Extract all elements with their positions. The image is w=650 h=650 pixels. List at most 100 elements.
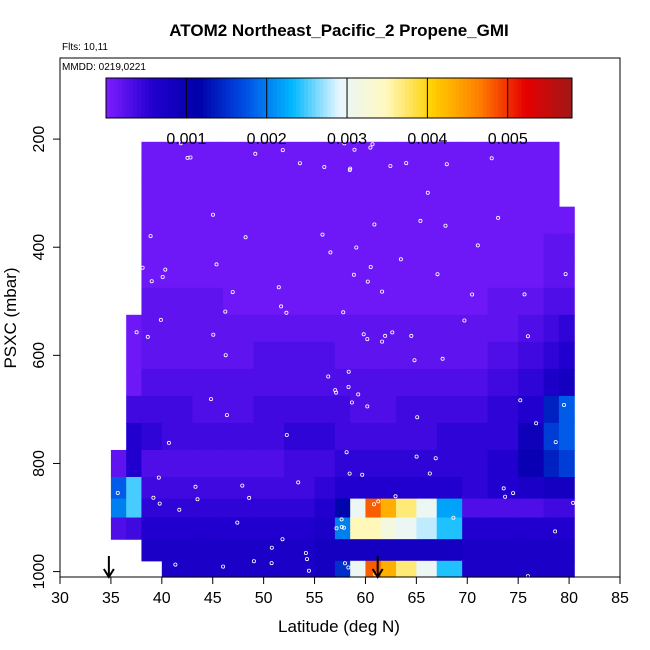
heatmap-cell [416, 206, 438, 235]
heatmap-cell [284, 233, 316, 262]
heatmap-cell [350, 287, 367, 316]
sample-point [251, 559, 256, 564]
colorbar-swatch [175, 78, 181, 118]
heatmap-cell [253, 422, 285, 451]
y-tick-label: 800 [31, 450, 48, 477]
heatmap-cell [253, 287, 285, 316]
heatmap-cell [350, 560, 367, 578]
sample-point [390, 330, 395, 335]
sample-point [489, 156, 494, 161]
heatmap-cell [334, 395, 351, 424]
heatmap-cell [253, 158, 285, 181]
heatmap-cell [543, 206, 560, 235]
heatmap-cell [126, 498, 143, 519]
heatmap-cell [253, 560, 285, 578]
heatmap-cell [222, 341, 255, 370]
x-axis-label: Latitude (deg N) [278, 617, 400, 636]
heatmap-cell [518, 368, 545, 397]
heatmap-cell [365, 368, 382, 397]
heatmap-cell [365, 476, 382, 500]
colorbar-swatch [439, 78, 445, 118]
sample-point [333, 388, 338, 393]
sample-point [404, 161, 409, 166]
sample-point [370, 142, 375, 147]
heatmap-cell [518, 260, 545, 289]
heatmap-cell [436, 539, 463, 562]
sample-point [240, 483, 245, 488]
sample-point [193, 484, 198, 489]
colorbar-swatch [140, 78, 146, 118]
heatmap-cell [222, 158, 255, 181]
heatmap-cell [487, 476, 519, 500]
colorbar-swatch [416, 78, 422, 118]
heatmap-cell [487, 368, 519, 397]
sample-point [296, 480, 301, 485]
y-tick-label: 600 [31, 342, 48, 369]
heatmap-cell [192, 517, 224, 540]
heatmap-cell [396, 517, 417, 540]
colorbar-swatch [106, 78, 111, 118]
x-tick-label: 40 [153, 590, 171, 607]
heatmap-cell [487, 498, 519, 519]
colorbar-swatch [537, 78, 542, 118]
heatmap-cell [192, 368, 224, 397]
heatmap-cell [462, 179, 489, 208]
heatmap-cell [416, 368, 438, 397]
heatmap-cell [365, 341, 382, 370]
colorbar-swatch [350, 78, 356, 118]
colorbar-swatch [490, 78, 495, 118]
sample-point [185, 155, 190, 160]
heatmap-cell [380, 141, 397, 159]
colorbar-swatch [168, 78, 173, 118]
heatmap-cell [462, 476, 489, 500]
x-tick-label: 60 [357, 590, 375, 607]
heatmap-cell [543, 260, 560, 289]
heatmap-cell [222, 395, 255, 424]
sample-point [388, 163, 393, 168]
colorbar-swatch [548, 78, 554, 118]
heatmap-cell [518, 314, 545, 343]
sample-point [279, 304, 284, 309]
colorbar-swatch [525, 78, 530, 118]
sample-point [149, 279, 154, 284]
sample-point [349, 400, 354, 405]
sample-point [211, 332, 216, 337]
heatmap-cell [334, 141, 351, 159]
heatmap-cell [558, 233, 575, 262]
heatmap-cell [126, 476, 143, 500]
heatmap-cell [396, 498, 417, 519]
heatmap-cell [314, 158, 336, 181]
heatmap-cell [436, 158, 463, 181]
colorbar-swatch [109, 78, 115, 118]
heatmap-cell [416, 476, 438, 500]
colorbar-swatch [412, 78, 418, 118]
sample-point [534, 421, 539, 426]
heatmap-cell [558, 498, 575, 519]
heatmap-cell [487, 260, 519, 289]
heatmap-cell [365, 206, 382, 235]
heatmap-cell [558, 449, 575, 478]
heatmap-cell [487, 560, 519, 578]
sample-point [297, 161, 302, 166]
sample-point [320, 232, 325, 237]
colorbar-tick-label: 0.004 [407, 131, 447, 148]
heatmap-cell [192, 395, 224, 424]
sample-point [418, 218, 423, 223]
heatmap-cell [126, 449, 143, 478]
sample-point [304, 557, 309, 562]
sample-point [156, 475, 161, 480]
heatmap-cell [396, 179, 417, 208]
heatmap-cell [416, 560, 438, 578]
y-tick-label: 400 [31, 234, 48, 261]
heatmap-cell [350, 539, 367, 562]
colorbar-swatch [424, 78, 429, 118]
heatmap-cell [161, 158, 193, 181]
x-tick-label: 45 [204, 590, 222, 607]
heatmap-cell [396, 560, 417, 578]
heatmap-cell [462, 260, 489, 289]
colorbar-swatch [253, 78, 258, 118]
heatmap-cell [141, 287, 163, 316]
heatmap-cell [222, 368, 255, 397]
heatmap-cell [396, 260, 417, 289]
heatmap-cell [192, 287, 224, 316]
